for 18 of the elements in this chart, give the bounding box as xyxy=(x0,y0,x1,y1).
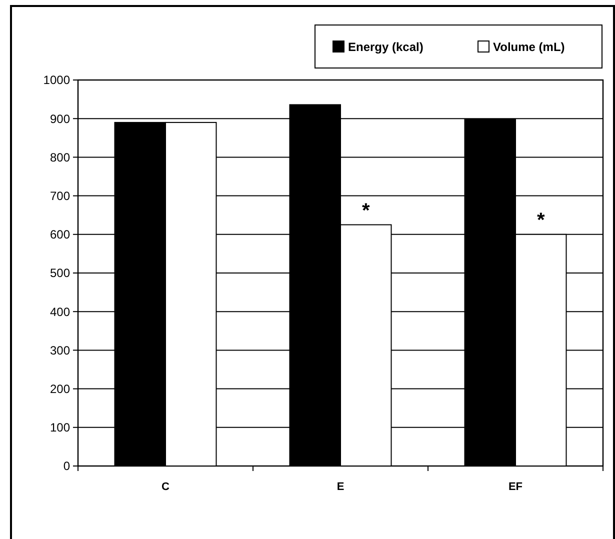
y-tick-label: 100 xyxy=(50,420,70,435)
x-tick-label: EF xyxy=(508,481,523,493)
y-tick-label: 500 xyxy=(50,266,70,280)
y-tick-label: 900 xyxy=(50,112,70,126)
annotation: * xyxy=(536,209,545,232)
y-tick-label: 200 xyxy=(50,382,70,396)
y-tick-label: 800 xyxy=(50,150,70,164)
legend-label: Energy (kcal) xyxy=(348,40,424,54)
y-tick-label: 400 xyxy=(50,304,70,319)
x-tick-label: C xyxy=(162,481,170,493)
y-tick-label: 0 xyxy=(63,459,70,474)
legend-label: Volume (mL) xyxy=(493,40,565,54)
annotation: * xyxy=(362,200,370,222)
y-tick-label: 1000 xyxy=(43,73,70,88)
x-tick-label: E xyxy=(336,481,344,493)
y-tick-label: 300 xyxy=(50,343,70,358)
y-tick-label: 600 xyxy=(50,228,70,242)
y-tick-label: 700 xyxy=(50,189,70,203)
